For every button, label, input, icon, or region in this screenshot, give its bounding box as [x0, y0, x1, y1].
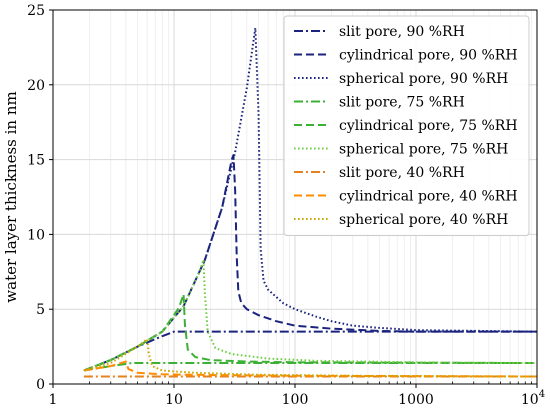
x-tick-label: 1000	[398, 392, 434, 408]
series-line	[83, 293, 538, 372]
x-tick-label: 104	[521, 389, 545, 408]
legend-box	[283, 15, 530, 236]
legend-label: cylindrical pore, 40 %RH	[339, 189, 518, 205]
y-tick-label: 20	[27, 78, 45, 94]
x-tick-label: 10	[165, 392, 183, 408]
y-tick-label: 15	[27, 153, 45, 169]
series-lines	[83, 26, 538, 378]
legend: slit pore, 90 %RH cylindrical pore, 90 %R…	[283, 15, 530, 236]
legend-label: spherical pore, 75 %RH	[339, 142, 508, 158]
legend-label: cylindrical pore, 90 %RH	[339, 48, 518, 64]
legend-label: slit pore, 75 %RH	[339, 95, 465, 111]
y-tick-label: 10	[27, 227, 45, 243]
legend-label: slit pore, 90 %RH	[339, 24, 465, 40]
legend-label: spherical pore, 90 %RH	[339, 71, 508, 87]
x-tick-label: 100	[282, 392, 309, 408]
x-tick-label: 1	[49, 392, 58, 408]
legend-label: spherical pore, 40 %RH	[339, 212, 508, 228]
legend-label: slit pore, 40 %RH	[339, 165, 465, 181]
series-line	[83, 360, 538, 378]
y-tick-label: 0	[36, 377, 45, 393]
y-tick-label: 25	[27, 3, 45, 19]
y-axis-label: water layer thickness in nm	[2, 91, 20, 302]
legend-label: cylindrical pore, 75 %RH	[339, 118, 518, 134]
axis-ticks: 1 10 100 1000 104 0 5 10 15 20 25	[27, 3, 545, 408]
y-tick-label: 5	[36, 302, 45, 318]
series-line	[83, 338, 538, 378]
series-line	[83, 258, 538, 372]
